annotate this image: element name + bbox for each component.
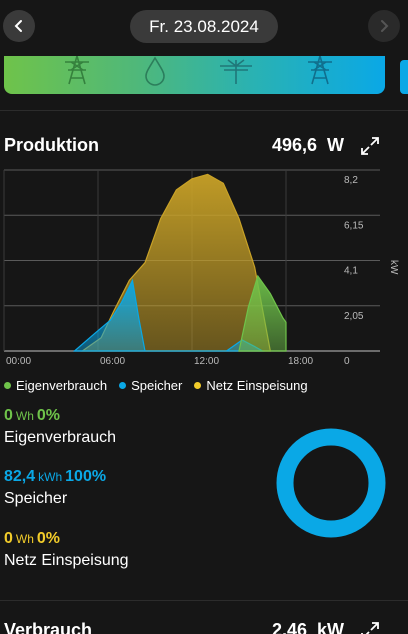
x-tick-label: 06:00 [100,356,125,367]
next-day-button[interactable] [368,10,400,42]
production-title: Produktion [4,135,99,155]
legend-label: Netz Einspeisung [206,378,308,393]
production-value-number: 496,6 [271,135,317,155]
divider [0,110,408,111]
y-tick-label: 4,1 [344,266,358,277]
expand-icon[interactable] [360,136,380,156]
donut-ring-speicher [276,428,386,538]
consumption-value: 2,46 kW [272,620,344,634]
wind-turbine-icon [220,59,252,84]
stat-value-row: 0 Wh 0% [4,530,129,548]
legend-item-netz-einspeisung: Netz Einspeisung [194,378,308,393]
stat-value: 0 [4,530,13,547]
expand-icon[interactable] [360,621,380,634]
series-area-eigenverbrauch [238,274,287,352]
consumption-value-unit: kW [317,620,344,634]
stat-percent: 0% [36,407,61,424]
pylon-icon [65,56,89,85]
production-value: 496,6 W [272,135,344,156]
stat-label: Netz Einspeisung [4,552,129,569]
stat-percent: 100% [65,468,107,485]
y-axis-label: kW [388,260,399,275]
legend-dot-blue [119,382,127,389]
stat-netz-einspeisung: 0 Wh 0% Netz Einspeisung [4,530,129,570]
stat-unit: Wh [15,409,34,423]
legend-item-eigenverbrauch: Eigenverbrauch [4,378,107,393]
stat-unit: kWh [38,470,63,484]
pylon-icon-2 [308,56,332,85]
x-tick-label: 12:00 [194,356,219,367]
x-tick-label: 18:00 [288,356,313,367]
banner-edge [400,60,408,94]
distribution-donut [276,428,386,538]
water-drop-icon [145,56,165,86]
stat-label: Speicher [4,490,68,507]
stat-value: 82,4 [4,468,36,485]
stat-value-row: 82,4 kWh 100% [4,468,106,486]
stat-value: 0 [4,407,13,424]
x-tick-label: 00:00 [6,356,31,367]
legend-label: Speicher [131,378,183,393]
chevron-left-icon [14,20,22,32]
consumption-title: Verbrauch [4,620,93,634]
date-label: Fr. 23.08.2024 [149,16,259,36]
date-selector[interactable]: Fr. 23.08.2024 [130,10,278,43]
top-bar: Fr. 23.08.2024 [0,0,408,52]
stat-unit: Wh [15,532,34,546]
consumption-value-number: 2,46 [271,620,307,634]
production-value-unit: W [327,135,344,155]
y-tick-label: 0 [344,356,350,367]
stat-label: Eigenverbrauch [4,429,117,446]
legend-label: Eigenverbrauch [16,378,108,393]
stat-eigenverbrauch: 0 Wh 0% Eigenverbrauch [4,407,116,447]
legend-dot-yellow [194,382,202,389]
chart-legend: Eigenverbrauch Speicher Netz Einspeisung [4,378,308,393]
stat-speicher: 82,4 kWh 100% Speicher [4,468,106,508]
y-tick-label: 8,2 [344,175,358,186]
stat-value-row: 0 Wh 0% [4,407,116,425]
production-chart[interactable]: 8,2 6,15 4,1 2,05 0 00:00 06:00 12:00 18:00 kW [0,165,408,370]
legend-dot-green [4,382,11,389]
stat-percent: 0% [36,530,61,547]
y-tick-label: 6,15 [344,220,364,231]
chevron-right-icon [381,20,389,32]
legend-item-speicher: Speicher [119,378,182,393]
previous-day-button[interactable] [3,10,35,42]
divider [0,600,408,601]
y-tick-label: 2,05 [344,311,364,322]
energy-flow-banner [4,56,385,94]
